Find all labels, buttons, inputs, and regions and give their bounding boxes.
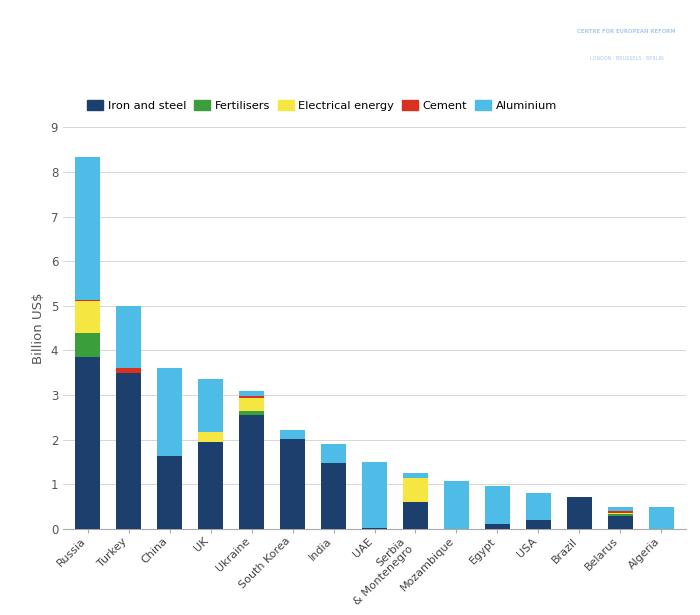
Bar [157, 368, 182, 456]
Bar [198, 379, 223, 432]
Bar [157, 456, 182, 529]
Bar [75, 357, 100, 529]
Y-axis label: Billion US$: Billion US$ [32, 292, 45, 364]
Bar [239, 396, 264, 398]
Bar [116, 373, 141, 529]
Bar [75, 157, 100, 301]
Bar [280, 430, 305, 438]
Bar [198, 432, 223, 442]
Text: Chart 1: EU imports of products covered by proposed CBAM regulation: Chart 1: EU imports of products covered … [0, 22, 538, 36]
Bar [485, 525, 510, 529]
Legend: Iron and steel, Fertilisers, Electrical energy, Cement, Aluminium: Iron and steel, Fertilisers, Electrical … [83, 95, 561, 115]
Bar [116, 368, 141, 373]
Bar [485, 486, 510, 525]
Bar [402, 478, 428, 502]
Bar [321, 444, 346, 463]
Text: LONDON · BRUSSELS · BERLIN: LONDON · BRUSSELS · BERLIN [589, 55, 664, 61]
Bar [608, 507, 633, 510]
Bar [239, 398, 264, 411]
Bar [402, 502, 428, 529]
Bar [402, 473, 428, 478]
Bar [239, 411, 264, 415]
Bar [608, 513, 633, 514]
Bar [321, 463, 346, 529]
Text: from 15 most exposed countries, 2019: from 15 most exposed countries, 2019 [118, 53, 414, 67]
Bar [362, 462, 387, 528]
Bar [362, 528, 387, 529]
Bar [444, 481, 469, 529]
Bar [239, 391, 264, 396]
Bar [280, 438, 305, 529]
Bar [608, 514, 633, 515]
Bar [198, 442, 223, 529]
Bar [608, 515, 633, 529]
Bar [75, 333, 100, 357]
Bar [75, 301, 100, 333]
Bar [567, 497, 592, 529]
Bar [526, 520, 551, 529]
Bar [239, 415, 264, 529]
Bar [649, 507, 674, 529]
Text: CENTRE FOR EUROPEAN REFORM: CENTRE FOR EUROPEAN REFORM [578, 29, 676, 34]
Bar [526, 493, 551, 520]
Bar [608, 510, 633, 513]
Bar [116, 306, 141, 368]
